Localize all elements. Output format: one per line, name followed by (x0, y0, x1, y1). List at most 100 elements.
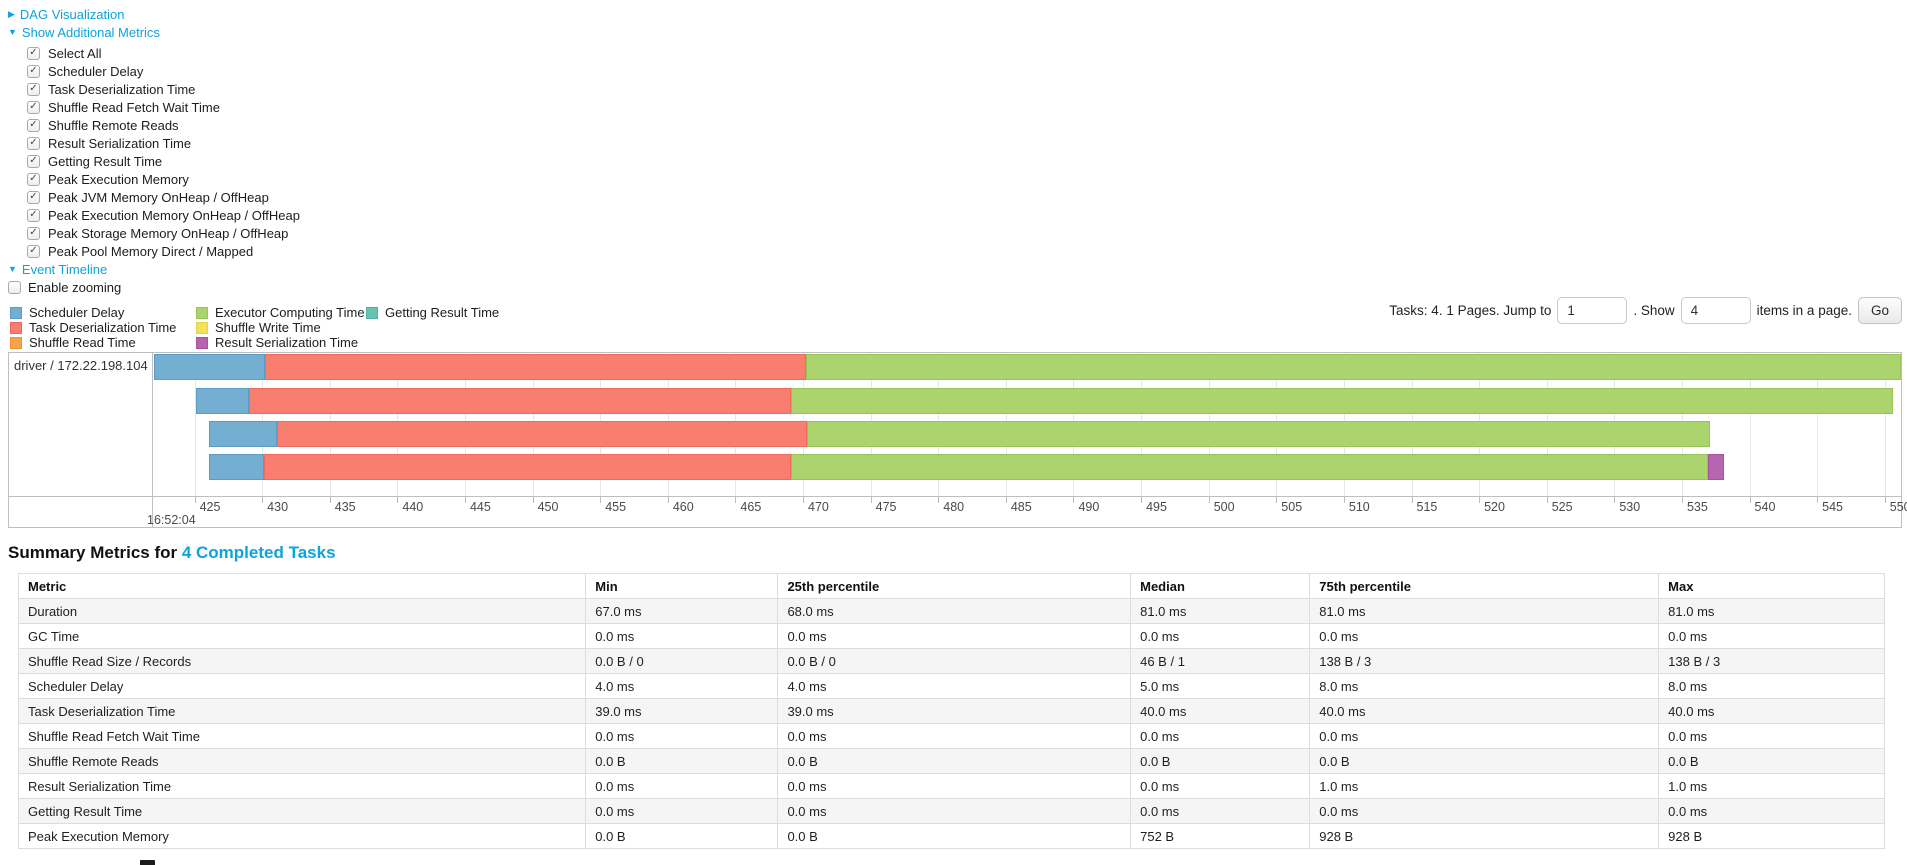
timeline-major-time-label: 16:52:04 (147, 513, 196, 527)
event-timeline-chart: driver / 172.22.198.104 16:52:04 425 430 4… (8, 352, 1907, 528)
summary-metrics-title: Summary Metrics for 4 Completed Tasks (8, 543, 336, 563)
timeline-bar-segment-task_deserialization (277, 421, 808, 447)
legend-color-chip (10, 306, 22, 319)
completed-tasks-link[interactable]: 4 Completed Tasks (181, 543, 336, 562)
metric-checkbox[interactable]: ✓ (27, 100, 40, 114)
jump-to-page-input[interactable] (1557, 296, 1628, 324)
metric-checkbox-label: Shuffle Remote Reads (48, 117, 179, 133)
table-cell: Task Deserialization Time (17, 698, 587, 724)
enable-zooming-checkbox[interactable] (8, 281, 21, 294)
metric-checkbox[interactable]: ✓ (27, 172, 40, 186)
timeline-tick-label: 510 (1348, 500, 1370, 514)
legend-item: Getting Result Time (366, 305, 499, 320)
timeline-tick-icon (1208, 497, 1210, 503)
timeline-tick-icon (1005, 497, 1007, 503)
timeline-tick-label: 530 (1619, 500, 1641, 514)
go-button[interactable]: Go (1857, 296, 1902, 324)
table-cell: Shuffle Remote Reads (17, 748, 587, 774)
timeline-tick-label: 435 (334, 500, 356, 514)
legend-color-chip (366, 306, 378, 319)
timeline-bar-segment-task_deserialization (263, 454, 791, 480)
metric-checkbox[interactable]: ✓ (27, 226, 40, 240)
timeline-bar-segment-result_serialization (1707, 454, 1724, 480)
partial-next-section-sliver (140, 860, 155, 865)
metric-checkbox-row: ✓ Result Serialization Time (27, 134, 300, 152)
pagination-show-text: . Show (1633, 302, 1675, 318)
table-cell: 0.0 ms (1309, 623, 1660, 649)
timeline-tick-label: 455 (605, 500, 627, 514)
table-cell: 39.0 ms (585, 698, 779, 724)
timeline-tick-icon (600, 497, 602, 503)
table-row: Duration 67.0 ms 68.0 ms 81.0 ms 81.0 ms 81.0… (17, 598, 1885, 624)
table-cell: 0.0 B (777, 748, 1132, 774)
timeline-tick-icon (803, 497, 805, 503)
table-row: Shuffle Read Size / Records 0.0 B / 0 0.0 … (17, 648, 1885, 674)
table-cell: 0.0 B (1130, 748, 1311, 774)
table-cell: 928 B (1658, 823, 1885, 849)
table-cell: 68.0 ms (777, 598, 1132, 624)
table-header-cell: Max (1658, 573, 1885, 599)
timeline-tick-icon (329, 497, 331, 503)
metric-checkbox[interactable]: ✓ (27, 190, 40, 204)
timeline-tick-label: 550 (1889, 500, 1907, 514)
timeline-tick-icon (1276, 497, 1278, 503)
legend-item-label: Scheduler Delay (29, 305, 125, 320)
legend-column: Getting Result Time (366, 305, 499, 350)
timeline-tick-icon (1749, 497, 1751, 503)
items-per-page-input[interactable] (1680, 296, 1751, 324)
metric-checkbox-label: Peak Pool Memory Direct / Mapped (48, 243, 254, 259)
metric-checkbox-row: ✓ Peak Pool Memory Direct / Mapped (27, 242, 300, 260)
timeline-tick-label: 480 (943, 500, 965, 514)
table-cell: 0.0 ms (777, 798, 1132, 824)
timeline-tick-label: 505 (1281, 500, 1303, 514)
metric-checkbox[interactable]: ✓ (27, 208, 40, 222)
metric-checkbox[interactable]: ✓ (27, 136, 40, 150)
timeline-gridline (1884, 353, 1886, 496)
metric-checkbox[interactable]: ✓ (27, 46, 40, 60)
table-cell: 8.0 ms (1658, 673, 1885, 699)
table-cell: 0.0 ms (1658, 798, 1885, 824)
table-row: Shuffle Remote Reads 0.0 B 0.0 B 0.0 B 0.0 B… (17, 748, 1885, 774)
metric-checkbox[interactable]: ✓ (27, 244, 40, 258)
timeline-tick-label: 515 (1416, 500, 1438, 514)
table-cell: 0.0 ms (1658, 623, 1885, 649)
show-additional-metrics-toggle[interactable]: ▼ Show Additional Metrics (8, 24, 160, 40)
table-cell: 0.0 ms (1658, 723, 1885, 749)
dag-visualization-toggle[interactable]: ▶ DAG Visualization (8, 6, 124, 22)
legend-color-chip (196, 336, 208, 349)
timeline-tick-icon (397, 497, 399, 503)
timeline-tick-label: 545 (1822, 500, 1844, 514)
timeline-gridline (194, 353, 196, 496)
metric-checkbox[interactable]: ✓ (27, 64, 40, 78)
table-cell: 0.0 B / 0 (777, 648, 1132, 674)
summary-title-text: Summary Metrics for (8, 543, 182, 562)
metrics-checkbox-list: ✓ Select All ✓ Scheduler Delay ✓ Task Deseria… (27, 44, 300, 260)
legend-color-chip (196, 306, 208, 319)
timeline-tick-label: 540 (1754, 500, 1776, 514)
timeline-tick-label: 430 (267, 500, 289, 514)
metric-checkbox[interactable]: ✓ (27, 82, 40, 96)
table-cell: 1.0 ms (1658, 773, 1885, 799)
metric-checkbox-row: ✓ Peak Execution Memory OnHeap / OffHeap (27, 206, 300, 224)
legend-color-chip (10, 336, 22, 349)
timeline-group-column: driver / 172.22.198.104 (9, 353, 153, 527)
metric-checkbox-label: Shuffle Read Fetch Wait Time (48, 99, 220, 115)
task-pagination: Tasks: 4. 1 Pages. Jump to . Show items … (1389, 296, 1902, 324)
timeline-tick-icon (1884, 497, 1886, 503)
event-timeline-toggle[interactable]: ▼ Event Timeline (8, 261, 107, 277)
timeline-axis-line (9, 496, 1901, 497)
timeline-bar-segment-executor_computing (790, 388, 1893, 414)
metric-checkbox[interactable]: ✓ (27, 118, 40, 132)
timeline-bar-segment-scheduler_delay (154, 354, 265, 380)
table-cell: 0.0 B / 0 (585, 648, 779, 674)
table-cell: 40.0 ms (1658, 698, 1885, 724)
timeline-tick-label: 465 (740, 500, 762, 514)
timeline-tick-label: 485 (1010, 500, 1032, 514)
metric-checkbox-row: ✓ Getting Result Time (27, 152, 300, 170)
table-row: Scheduler Delay 4.0 ms 4.0 ms 5.0 ms 8.0 ms 8… (17, 673, 1885, 699)
table-cell: 752 B (1130, 823, 1311, 849)
metric-checkbox[interactable]: ✓ (27, 154, 40, 168)
legend-item-label: Getting Result Time (385, 305, 500, 320)
timeline-bar-segment-executor_computing (805, 354, 1901, 380)
